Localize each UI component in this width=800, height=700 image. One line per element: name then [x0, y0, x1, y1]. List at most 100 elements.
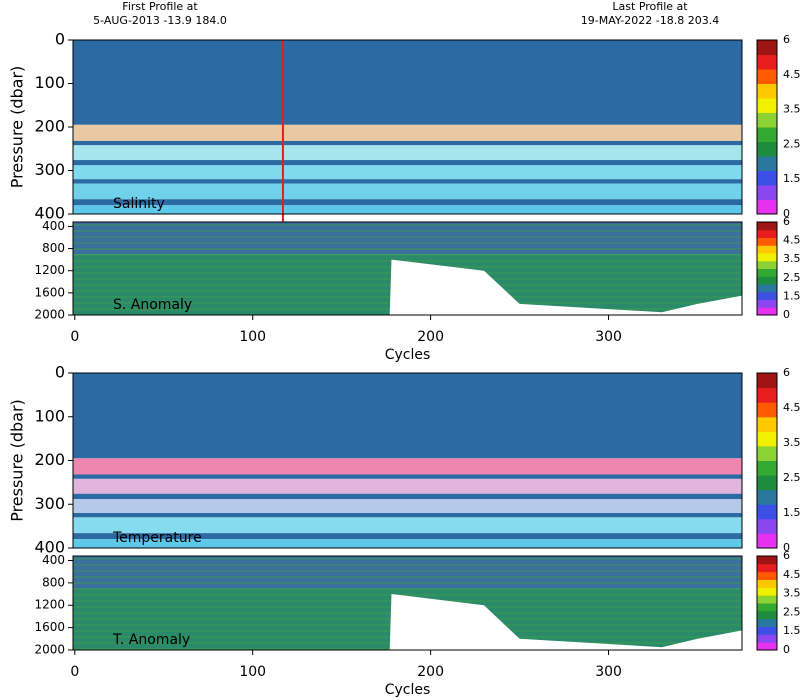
y-tick-label: 200 — [34, 450, 65, 469]
y-tick-label: 100 — [34, 406, 65, 425]
band — [73, 517, 742, 534]
band — [73, 165, 742, 180]
band — [73, 205, 742, 214]
colorbar-label: 4.5 — [783, 68, 800, 81]
colorbar-segment — [757, 253, 777, 262]
colorbar-label: 4.5 — [783, 234, 800, 247]
last-label: Last Profile at — [612, 0, 688, 13]
panel-label: Temperature — [112, 530, 202, 546]
colorbar-segment — [757, 268, 777, 277]
colorbar-frame — [756, 221, 778, 316]
colorbar-label: 2.5 — [783, 605, 800, 618]
colorbar-segment — [757, 587, 777, 596]
colorbar-segment — [757, 260, 777, 269]
colorbar-segment — [757, 112, 777, 128]
colorbar-segment — [757, 291, 777, 300]
y-axis-label: Pressure (dbar) — [8, 399, 27, 522]
colorbar-segment — [757, 626, 777, 635]
y-tick-label: 400 — [34, 204, 65, 223]
band — [73, 140, 742, 146]
plot-area — [73, 373, 742, 548]
band — [73, 373, 742, 459]
band — [73, 513, 742, 518]
y-tick-label: 1200 — [34, 263, 65, 277]
colorbar-segment — [757, 284, 777, 293]
x-tick-label: 200 — [417, 329, 444, 345]
colorbar-segment — [757, 98, 777, 113]
colorbar-label: 3.5 — [783, 436, 800, 449]
colorbar-segment — [757, 618, 777, 627]
colorbar-segment — [757, 563, 777, 573]
y-tick-label: 300 — [34, 494, 65, 513]
panel-label: Salinity — [113, 196, 165, 212]
colorbar-segment — [757, 489, 777, 505]
x-tick-label: 0 — [70, 329, 79, 345]
y-tick-label: 2000 — [34, 308, 65, 322]
x-tick-label: 300 — [595, 664, 622, 680]
colorbar-label: 1.5 — [783, 172, 800, 185]
y-tick-label: 1600 — [34, 285, 65, 299]
band — [73, 458, 742, 475]
colorbar-segment — [757, 40, 777, 55]
colorbar-label: 6 — [783, 215, 790, 228]
y-tick-label: 200 — [34, 117, 65, 136]
colorbar-segment — [757, 556, 777, 565]
colorbar-segment — [757, 83, 777, 99]
colorbar-label: 6 — [783, 33, 790, 46]
colorbar-frame — [756, 372, 778, 549]
band — [73, 160, 742, 166]
y-tick-label: 1600 — [34, 620, 65, 634]
colorbar-label: 0 — [783, 308, 790, 321]
band — [73, 145, 742, 161]
colorbar-label: 1.5 — [783, 624, 800, 637]
colorbar-segment — [757, 504, 777, 520]
colorbar-segment — [757, 237, 777, 246]
colorbar-segment — [757, 634, 777, 643]
y-tick-label: 0 — [55, 30, 65, 49]
band — [73, 539, 742, 548]
y-tick-label: 300 — [34, 160, 65, 179]
colorbar-label: 0 — [783, 541, 790, 554]
last-value: 19-MAY-2022 -18.8 203.4 — [581, 14, 719, 27]
colorbar-label: 3.5 — [783, 103, 800, 116]
colorbar-segment — [757, 170, 777, 186]
y-axis-label: Pressure (dbar) — [8, 66, 27, 189]
first-label: First Profile at — [122, 0, 198, 13]
profile-depth — [74, 259, 742, 315]
band — [73, 183, 742, 200]
colorbar-segment — [757, 276, 777, 285]
band — [73, 478, 742, 494]
band — [73, 124, 742, 141]
colorbar-segment — [757, 127, 777, 142]
colorbar-segment — [757, 141, 777, 157]
panel-label: T. Anomaly — [112, 632, 190, 648]
colorbar-segment — [757, 299, 777, 308]
colorbar-label: 2.5 — [783, 471, 800, 484]
colorbar-segment — [757, 431, 777, 447]
colorbar-frame — [756, 555, 778, 651]
colorbar-label: 3.5 — [783, 252, 800, 265]
colorbar-label: 4.5 — [783, 568, 800, 581]
x-tick-label: 0 — [70, 664, 79, 680]
profile-depth — [74, 594, 742, 650]
band — [73, 493, 742, 499]
x-axis-label: Cycles — [385, 347, 431, 363]
colorbar-frame — [756, 39, 778, 215]
colorbar-segment — [757, 307, 777, 316]
colorbar-segment — [757, 610, 777, 620]
plot-area — [73, 40, 742, 214]
plot-frame — [72, 555, 743, 651]
colorbar-segment — [757, 642, 777, 651]
x-tick-label: 200 — [417, 664, 444, 680]
colorbar-segment — [757, 387, 777, 403]
colorbar-segment — [757, 603, 777, 612]
colorbar-segment — [757, 54, 777, 70]
band — [73, 499, 742, 513]
colorbar-segment — [757, 445, 777, 461]
y-tick-label: 400 — [34, 538, 65, 557]
band — [73, 199, 742, 206]
colorbar-segment — [757, 185, 777, 200]
panel-label: S. Anomaly — [113, 297, 192, 313]
colorbar-label: 1.5 — [783, 506, 800, 519]
